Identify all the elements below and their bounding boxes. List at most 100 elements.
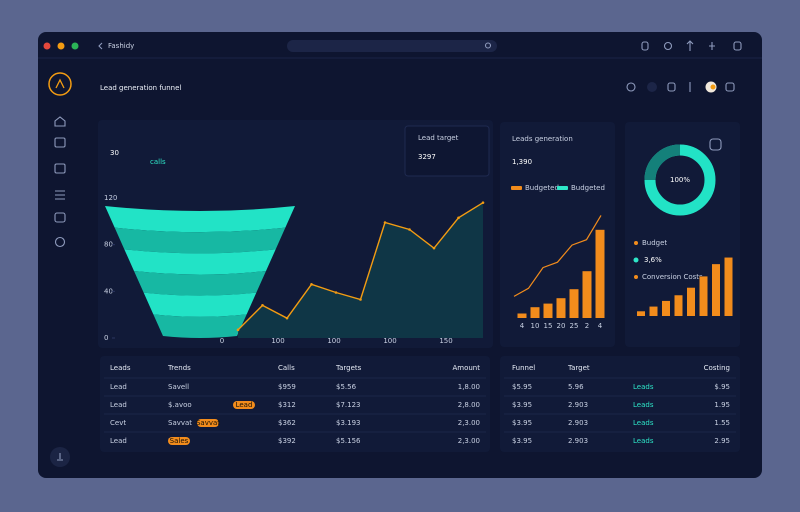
legend-label: Budgeted	[571, 184, 605, 192]
legend-dot	[634, 241, 638, 245]
cell: $.avoo	[168, 401, 192, 409]
generation-label: Leads generation	[512, 135, 573, 143]
close-button[interactable]	[43, 42, 51, 50]
cell: $.95	[714, 383, 730, 391]
nav-icon[interactable]	[55, 190, 65, 200]
column-header: Amount	[452, 364, 480, 372]
x-tick-label: 100	[383, 337, 396, 345]
bar	[662, 300, 670, 316]
cell: 2.903	[568, 437, 588, 445]
page-title: Lead generation funnel	[100, 84, 181, 92]
icon[interactable]	[686, 40, 694, 51]
bar	[699, 276, 708, 316]
cell: Savvat	[168, 419, 192, 427]
bar	[712, 264, 720, 316]
icon[interactable]	[663, 41, 673, 51]
calls-unit: calls	[150, 158, 166, 166]
x-tick-label: 100	[327, 337, 340, 345]
maximize-button[interactable]	[71, 42, 79, 50]
header-icons	[626, 81, 735, 93]
nav-icon[interactable]	[54, 212, 66, 223]
cell: $3.193	[336, 419, 361, 427]
icon[interactable]	[647, 82, 657, 92]
x-tick-label: 10	[531, 322, 540, 330]
cell: $312	[278, 401, 296, 409]
budget-legend: Budget	[642, 239, 667, 247]
column-header: Costing	[704, 364, 730, 372]
icon[interactable]	[626, 82, 636, 92]
icon[interactable]	[709, 42, 715, 50]
line-point	[457, 216, 460, 220]
funnel-stage	[124, 249, 276, 275]
profile-icon	[57, 453, 63, 461]
cell: $362	[278, 419, 296, 427]
legend-dot	[634, 275, 638, 279]
line-point	[481, 201, 485, 204]
cell: Leads	[633, 401, 654, 409]
cell: 1,8.00	[458, 383, 480, 391]
cell: 5.96	[568, 383, 584, 391]
funnel-stage	[114, 227, 286, 254]
icon[interactable]	[733, 41, 742, 51]
cell: $5.95	[512, 383, 532, 391]
badge-label: Lead	[236, 401, 253, 409]
cell: Lead	[110, 437, 127, 445]
cell: $5.156	[336, 437, 361, 445]
app-name: Fashidy	[108, 42, 134, 50]
nav-icon[interactable]	[54, 236, 66, 248]
donut-label: 100%	[670, 176, 690, 184]
nav-icon[interactable]	[54, 137, 66, 148]
bar	[687, 287, 695, 316]
x-tick-label: 4	[598, 322, 603, 330]
donut-segment	[644, 144, 681, 181]
cell: Savell	[168, 383, 189, 391]
back-icon[interactable]	[98, 42, 103, 50]
logo[interactable]	[48, 72, 72, 96]
avatar-dot	[710, 84, 716, 90]
x-tick-label: 25	[570, 322, 579, 330]
x-tick-label: 20	[557, 322, 566, 330]
x-tick-label: 15	[544, 322, 553, 330]
x-tick-label: 100	[271, 337, 284, 345]
funnel-stage	[153, 314, 247, 338]
minimize-button[interactable]	[57, 42, 65, 50]
bar	[556, 298, 566, 318]
x-tick-label: 2	[585, 322, 589, 330]
column-header: Funnel	[512, 364, 535, 372]
line-point	[359, 298, 362, 301]
legend-label: Budgeted	[525, 184, 559, 192]
target-card	[404, 125, 490, 177]
left-table	[100, 356, 490, 452]
bar	[582, 271, 592, 318]
budget-rate: 3,6%	[644, 256, 662, 264]
icon[interactable]	[641, 41, 649, 51]
badge	[197, 419, 219, 427]
icon[interactable]	[709, 138, 722, 151]
icon[interactable]	[667, 82, 676, 92]
legend-dot	[633, 257, 639, 263]
line-point	[310, 283, 313, 286]
bar	[649, 306, 658, 316]
x-tick-label: 4	[520, 322, 525, 330]
cell: Leads	[633, 437, 654, 445]
home-icon[interactable]	[54, 116, 66, 127]
x-tick-label: 150	[439, 337, 452, 345]
badge-label: Sales	[170, 437, 189, 445]
trend-line	[513, 215, 602, 297]
line-point	[261, 304, 264, 307]
x-tick-label: 0	[220, 337, 224, 345]
badge	[168, 437, 190, 445]
nav-icon[interactable]	[54, 163, 66, 174]
badge-label: Savvat	[196, 419, 220, 427]
column-header: Calls	[278, 364, 295, 372]
target-value: 3297	[418, 153, 436, 161]
target-label: Lead target	[418, 134, 459, 142]
y-tick-label: 0	[104, 334, 108, 342]
cell: 2.903	[568, 401, 588, 409]
icon[interactable]	[725, 82, 735, 92]
search-bar[interactable]	[287, 40, 497, 52]
sidebar	[48, 72, 72, 467]
bar	[724, 257, 733, 316]
cell: 2.95	[714, 437, 730, 445]
